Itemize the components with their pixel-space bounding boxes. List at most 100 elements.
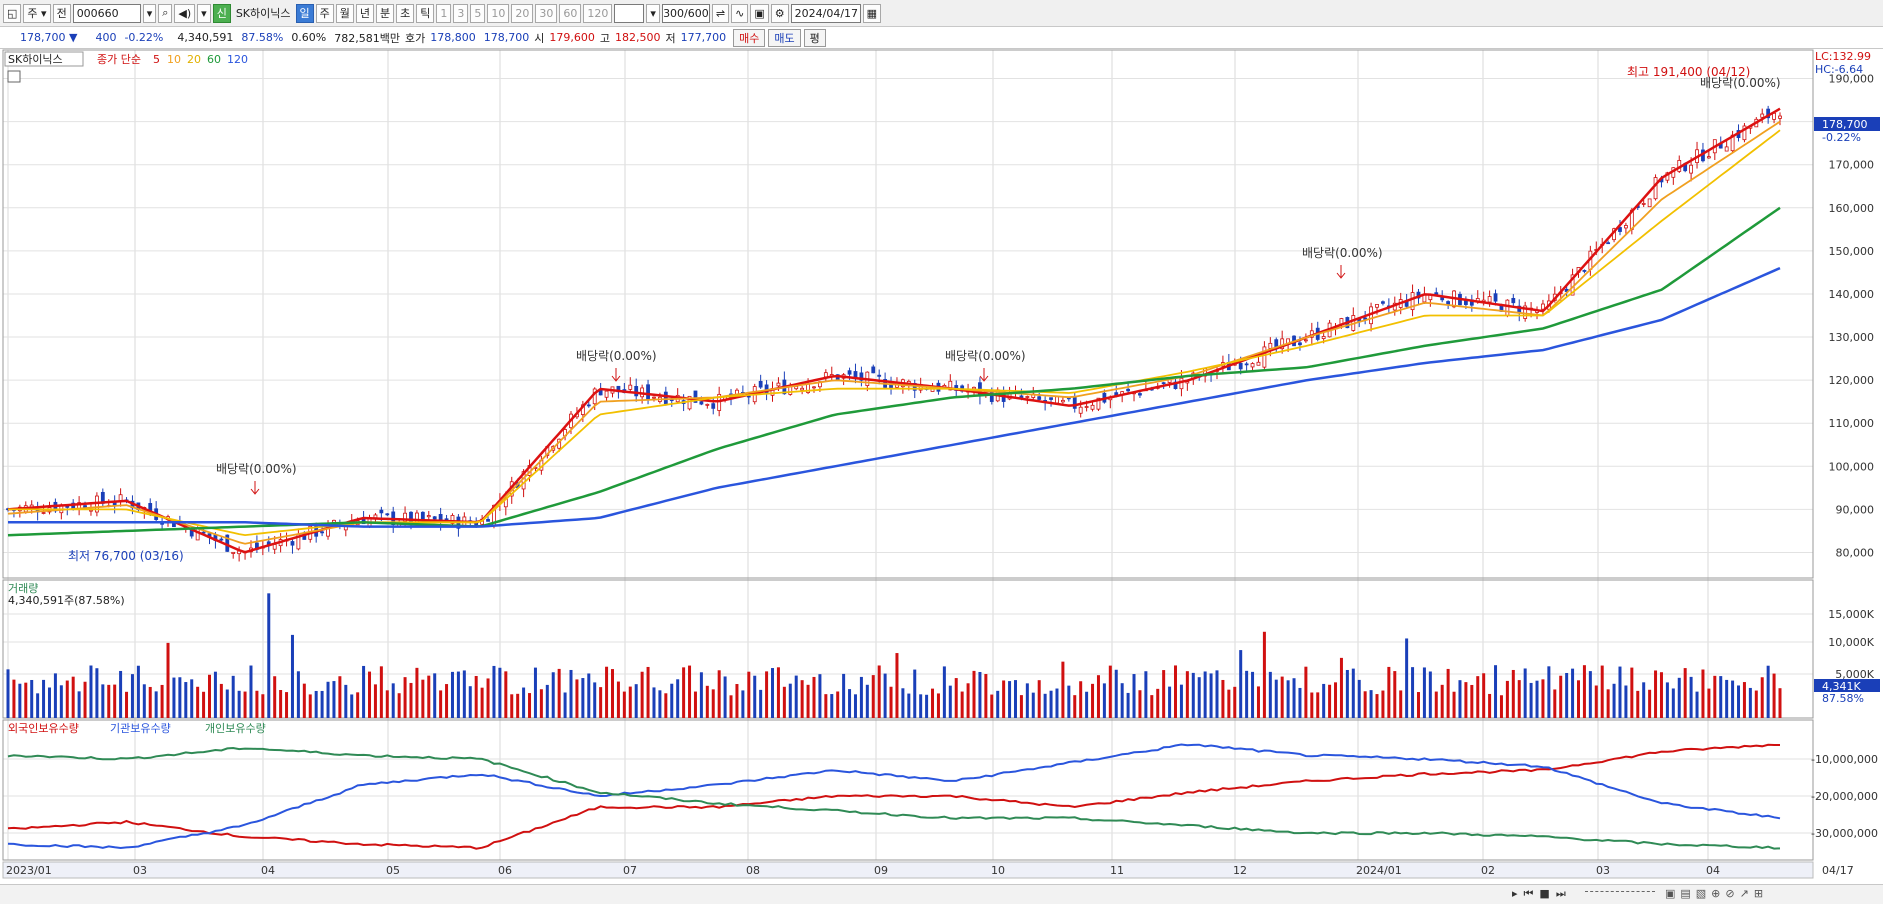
- volume-bar: [30, 679, 34, 718]
- tab-period-day[interactable]: 일: [295, 3, 314, 23]
- volume-bar: [670, 683, 674, 718]
- interval-10[interactable]: 10: [487, 3, 510, 23]
- price-y-tick: 130,000: [1829, 331, 1875, 344]
- layout-icon[interactable]: ◱: [3, 3, 22, 23]
- volume-bar: [1571, 668, 1575, 718]
- panel-settings-icon[interactable]: [7, 70, 21, 83]
- interval-5[interactable]: 5: [470, 3, 486, 23]
- volume-bar: [53, 673, 57, 718]
- volume-bar: [136, 665, 140, 718]
- tab-period-year[interactable]: 년: [355, 3, 374, 23]
- volume-bar: [1612, 683, 1616, 718]
- candle-body: [1061, 399, 1065, 403]
- price-panel-frame: [2, 49, 1814, 579]
- volume-bar: [1375, 694, 1379, 718]
- volume-bar: [640, 671, 644, 718]
- volume-bar: [166, 642, 170, 718]
- eval-button[interactable]: 평: [803, 28, 826, 47]
- candle-body: [823, 372, 828, 378]
- x-axis-tick: 03: [133, 864, 147, 877]
- calendar-icon[interactable]: ▦: [862, 3, 882, 23]
- ma-legend-prefix: 종가 단순: [97, 53, 141, 66]
- gear-icon[interactable]: ⚙: [770, 3, 789, 23]
- volume-bar: [765, 671, 769, 718]
- volume-bar: [1565, 672, 1569, 718]
- candle-body: [1706, 156, 1711, 159]
- zoom-slider[interactable]: [1585, 891, 1655, 897]
- chart-area[interactable]: SK하이닉스 종가 단순 5 10 20 60 120 LC:132.99 HC…: [0, 49, 1883, 884]
- playback-controls[interactable]: ▸⏮■⏭: [1512, 887, 1572, 900]
- candle-body: [1724, 146, 1729, 152]
- tab-period-second[interactable]: 초: [396, 3, 415, 23]
- volume-bar: [1754, 690, 1758, 718]
- interval-3[interactable]: 3: [453, 3, 469, 23]
- nav-down-icon[interactable]: ▾: [197, 3, 211, 23]
- chart-scrollbar[interactable]: ▸⏮■⏭ ▣▤▧⊕⊘↗⊞: [0, 884, 1883, 904]
- volume-bar: [1339, 657, 1343, 718]
- volume-bar: [1114, 669, 1118, 718]
- tab-period-month[interactable]: 월: [335, 3, 354, 23]
- volume-bar: [1304, 666, 1308, 718]
- custom-interval-dropdown[interactable]: ▾: [646, 3, 660, 23]
- candle-body: [1641, 203, 1646, 205]
- type-select[interactable]: 전: [52, 3, 71, 23]
- candle-body: [711, 403, 716, 409]
- volume-bar: [1055, 688, 1059, 718]
- interval-20[interactable]: 20: [511, 3, 534, 23]
- candle-body: [705, 403, 710, 406]
- search-icon[interactable]: ⌕: [158, 3, 173, 23]
- custom-interval-input[interactable]: [614, 3, 645, 23]
- volume-bar: [1262, 631, 1266, 718]
- volume-bar: [972, 670, 976, 718]
- price-change: 400: [95, 31, 117, 44]
- volume-bar: [1742, 682, 1746, 718]
- volume-bar: [1535, 680, 1539, 718]
- volume-bar: [113, 684, 117, 718]
- dividend-annotation-1: 배당락(0.00%): [216, 462, 297, 476]
- save-icon[interactable]: ▣: [750, 3, 769, 23]
- buy-button[interactable]: 매수: [733, 28, 766, 47]
- tab-period-week[interactable]: 주: [315, 3, 334, 23]
- ma-legend-120: 120: [227, 53, 248, 66]
- date-input[interactable]: 2024/04/17: [790, 3, 861, 23]
- interval-1[interactable]: 1: [436, 3, 452, 23]
- volume-bar: [1197, 677, 1201, 718]
- candle-body: [663, 391, 668, 404]
- interval-120[interactable]: 120: [583, 3, 613, 23]
- tab-period-tick[interactable]: 틱: [416, 3, 435, 23]
- price-y-tick: 170,000: [1829, 159, 1875, 172]
- volume-bar: [741, 690, 745, 718]
- volume-bar: [1120, 683, 1124, 718]
- code-input[interactable]: 000660: [72, 3, 141, 23]
- volume-bar: [1494, 665, 1498, 718]
- candle-body: [1280, 338, 1285, 350]
- volume-bar: [261, 694, 265, 718]
- volume-bar: [142, 684, 146, 718]
- candle-body: [1298, 342, 1302, 346]
- volume-bar: [439, 690, 443, 718]
- volume-bar: [1037, 680, 1041, 718]
- count-input[interactable]: 300/600: [661, 3, 710, 23]
- interval-30[interactable]: 30: [535, 3, 558, 23]
- volume-bar: [1043, 693, 1047, 718]
- candle-body: [1049, 397, 1053, 400]
- volume-bar: [1636, 690, 1640, 718]
- market-select[interactable]: 주 ▾: [23, 3, 51, 23]
- candle-body: [1511, 297, 1516, 304]
- candle-body: [1493, 293, 1498, 302]
- candle-body: [1523, 305, 1528, 319]
- curve-icon[interactable]: ∿: [731, 3, 749, 23]
- tab-period-minute[interactable]: 분: [376, 3, 395, 23]
- sell-button[interactable]: 매도: [768, 28, 801, 47]
- volume-bar: [486, 678, 490, 718]
- view-tool-icons[interactable]: ▣▤▧⊕⊘↗⊞: [1665, 887, 1769, 900]
- volume-bar: [622, 691, 626, 718]
- link-icon[interactable]: ⇌: [711, 3, 730, 23]
- low-price: 177,700: [680, 31, 727, 44]
- code-dropdown[interactable]: ▾: [142, 3, 157, 23]
- candle-body: [1161, 382, 1166, 385]
- interval-60[interactable]: 60: [559, 3, 582, 23]
- chart-grid: [3, 50, 1813, 860]
- volume-bar: [65, 680, 69, 718]
- speaker-icon[interactable]: ◀): [174, 3, 196, 23]
